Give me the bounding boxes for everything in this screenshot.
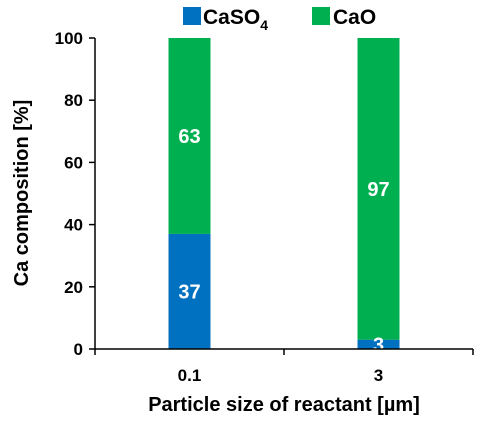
x-ticks: 0.1 3: [178, 366, 384, 385]
legend-label-caso4: CaSO4: [203, 6, 268, 33]
y-ticks: 0 20 40 60 80 100: [55, 29, 95, 359]
x-tick-label: 0.1: [178, 366, 202, 385]
legend-swatch-caso4: [183, 7, 201, 25]
bar-segment-cao-0: [168, 38, 211, 234]
data-labels: 37 63 3 97: [178, 126, 389, 356]
data-label-caso-0: 37: [178, 281, 200, 303]
data-label-caso-1: 3: [373, 334, 384, 356]
bar-segment-cao-1: [357, 38, 400, 340]
bars: [168, 38, 400, 349]
legend: CaSO4 CaO: [183, 6, 376, 33]
y-tick-label: 80: [64, 91, 83, 110]
data-label-cao-1: 97: [367, 179, 389, 201]
x-axis-title: Particle size of reactant [µm]: [148, 394, 420, 416]
y-tick-label: 60: [64, 153, 83, 172]
y-tick-label: 0: [74, 340, 83, 359]
legend-label-cao: CaO: [333, 6, 376, 29]
bar-segment-caso-1: [357, 339, 400, 349]
legend-swatch-cao: [312, 7, 330, 25]
y-tick-label: 20: [64, 278, 83, 297]
legend-label-caso4-main: CaSO: [203, 6, 260, 29]
data-label-cao-0: 63: [178, 126, 200, 148]
x-axis: [94, 348, 474, 355]
bar-segment-caso-0: [168, 233, 211, 349]
y-axis-title: Ca composition [%]: [11, 100, 33, 287]
x-tick-label: 3: [374, 366, 383, 385]
y-tick-label: 100: [55, 29, 83, 48]
y-tick-label: 40: [64, 216, 83, 235]
legend-label-caso4-subscript: 4: [260, 17, 268, 33]
